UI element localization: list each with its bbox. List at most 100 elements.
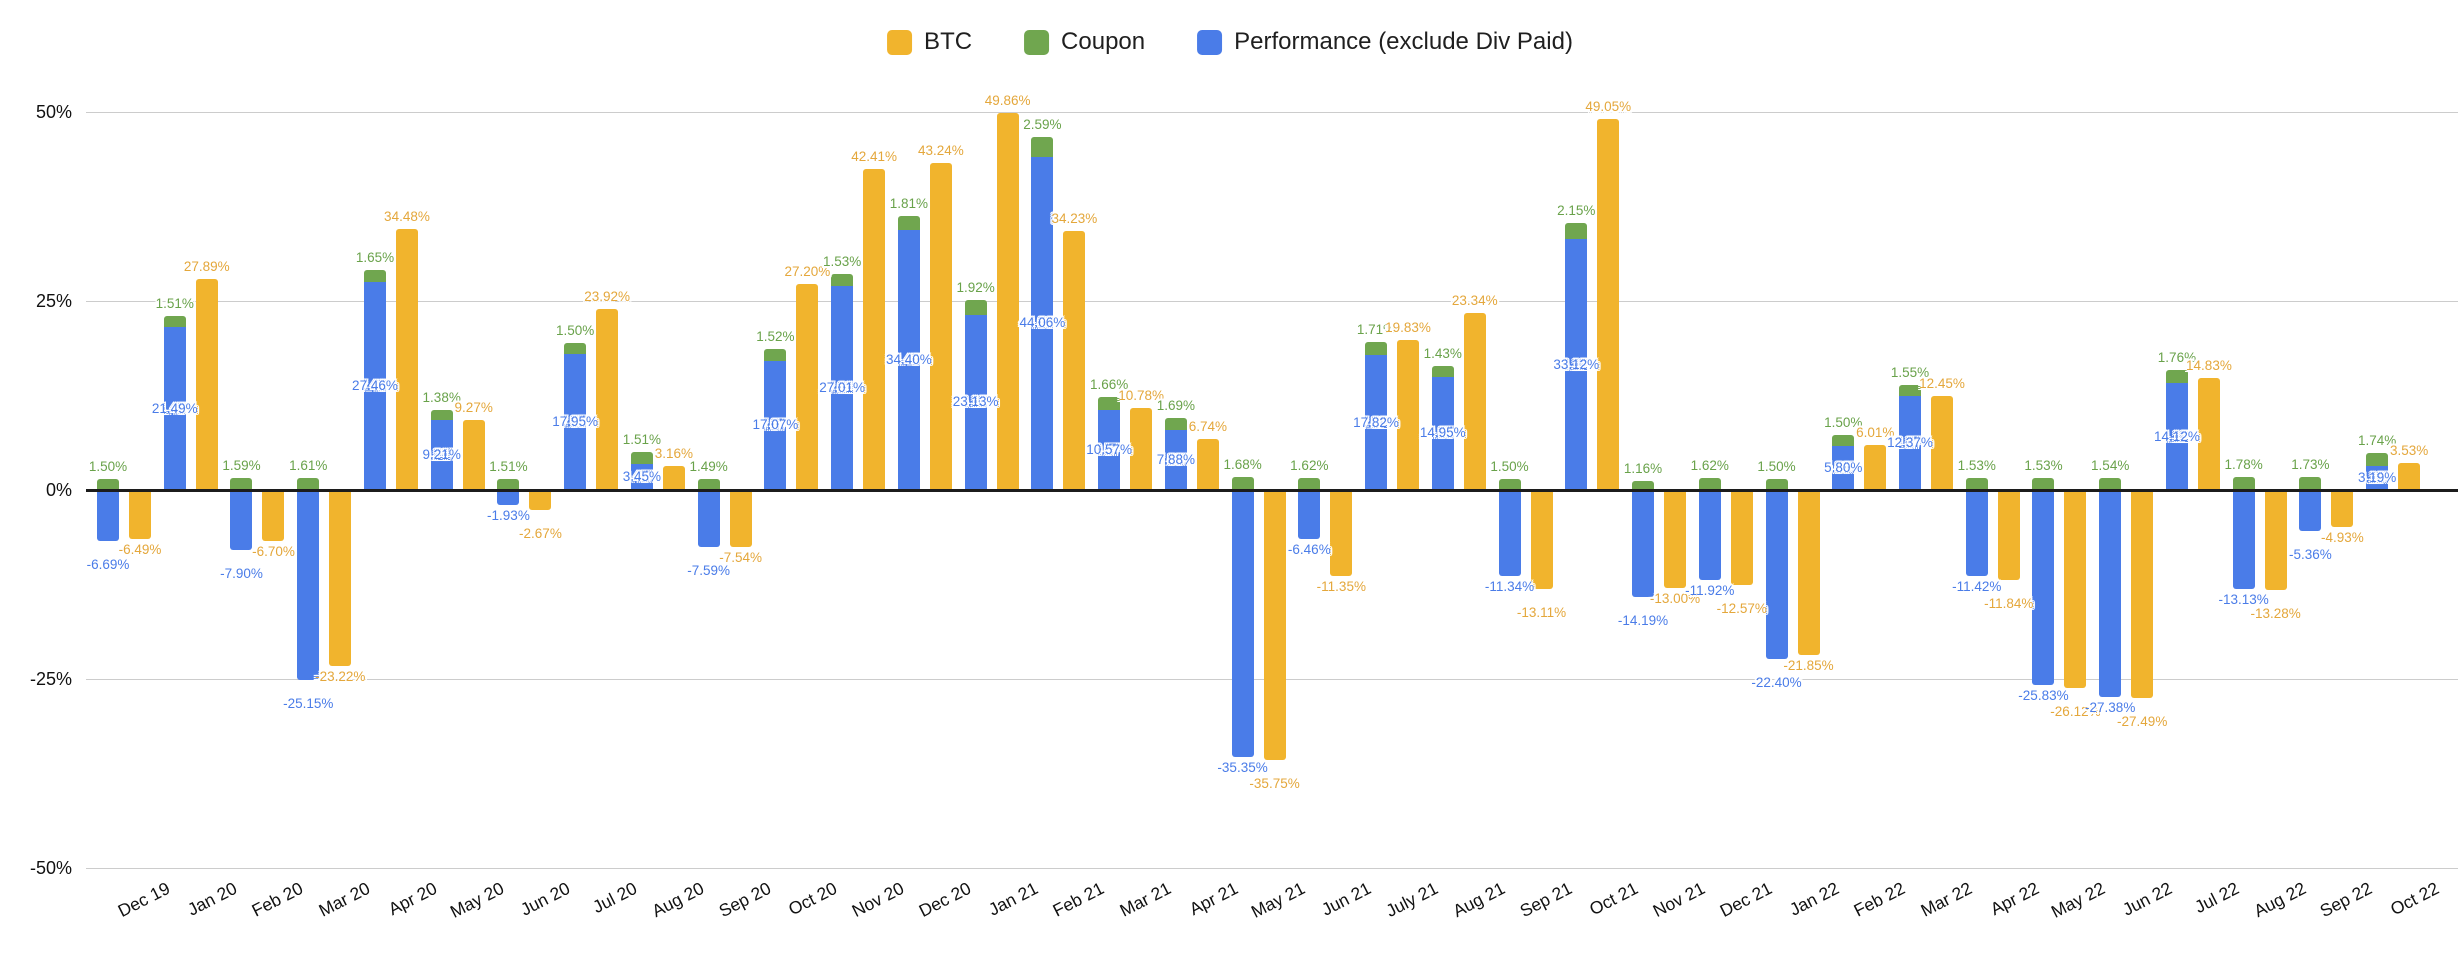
bar-performance-feb-21[interactable] xyxy=(1031,156,1054,490)
bar-coupon-july-21[interactable] xyxy=(1365,342,1388,356)
bar-performance-dec-21[interactable] xyxy=(1698,490,1721,581)
bar-coupon-jan-22[interactable] xyxy=(1765,478,1788,490)
bar-btc-nov-20[interactable] xyxy=(863,169,886,490)
bar-performance-jan-21[interactable] xyxy=(964,314,987,490)
bar-performance-apr-21[interactable] xyxy=(1164,430,1187,490)
bar-btc-dec-20[interactable] xyxy=(929,162,952,490)
legend-item-btc[interactable]: BTC xyxy=(887,28,972,56)
bar-coupon-apr-21[interactable] xyxy=(1164,417,1187,431)
bar-coupon-jul-22[interactable] xyxy=(2165,369,2188,384)
bar-btc-mar-22[interactable] xyxy=(1930,395,1953,490)
bar-coupon-sep-20[interactable] xyxy=(697,478,720,490)
bar-btc-sep-20[interactable] xyxy=(729,490,752,548)
bar-performance-aug-21[interactable] xyxy=(1431,376,1454,490)
bar-btc-oct-22[interactable] xyxy=(2398,463,2421,490)
bar-performance-jan-22[interactable] xyxy=(1765,490,1788,660)
bar-btc-jan-21[interactable] xyxy=(996,112,1019,490)
bar-performance-oct-22[interactable] xyxy=(2366,465,2389,490)
bar-performance-mar-22[interactable] xyxy=(1898,396,1921,490)
bar-performance-apr-20[interactable] xyxy=(363,282,386,490)
bar-coupon-apr-22[interactable] xyxy=(1965,478,1988,490)
bar-btc-may-21[interactable] xyxy=(1263,490,1286,761)
bar-performance-jun-20[interactable] xyxy=(497,490,520,505)
bar-coupon-nov-20[interactable] xyxy=(831,274,854,286)
bar-performance-dec-20[interactable] xyxy=(897,229,920,490)
bar-performance-dec-19[interactable] xyxy=(97,490,119,541)
bar-performance-oct-20[interactable] xyxy=(764,360,787,490)
bar-performance-nov-20[interactable] xyxy=(831,285,854,490)
bar-coupon-jun-20[interactable] xyxy=(497,478,520,490)
bar-btc-feb-20[interactable] xyxy=(262,490,285,541)
bar-coupon-oct-21[interactable] xyxy=(1565,223,1588,240)
bar-performance-sep-20[interactable] xyxy=(697,490,720,548)
bar-btc-nov-21[interactable] xyxy=(1664,490,1687,589)
bar-coupon-jan-21[interactable] xyxy=(964,300,987,315)
bar-performance-oct-21[interactable] xyxy=(1565,239,1588,490)
bar-performance-jul-20[interactable] xyxy=(564,354,587,490)
bar-coupon-may-20[interactable] xyxy=(430,409,453,421)
bar-performance-jun-21[interactable] xyxy=(1298,490,1321,539)
bar-performance-may-22[interactable] xyxy=(2032,490,2055,686)
bar-btc-sep-21[interactable] xyxy=(1530,490,1553,590)
bar-coupon-sep-22[interactable] xyxy=(2299,476,2322,490)
bar-btc-aug-20[interactable] xyxy=(662,466,685,490)
bar-coupon-apr-20[interactable] xyxy=(363,269,386,283)
bar-performance-jun-22[interactable] xyxy=(2099,490,2122,698)
bar-btc-jul-20[interactable] xyxy=(596,309,619,490)
bar-btc-mar-21[interactable] xyxy=(1130,408,1153,490)
bar-btc-dec-21[interactable] xyxy=(1730,490,1753,586)
bar-btc-aug-21[interactable] xyxy=(1463,313,1486,490)
bar-btc-apr-22[interactable] xyxy=(1997,490,2020,580)
bar-btc-mar-20[interactable] xyxy=(329,490,352,666)
bar-coupon-jul-20[interactable] xyxy=(564,342,587,355)
bar-btc-jun-20[interactable] xyxy=(529,490,552,511)
bar-performance-mar-20[interactable] xyxy=(297,490,320,681)
bar-btc-oct-20[interactable] xyxy=(796,284,819,490)
bar-coupon-jun-22[interactable] xyxy=(2099,478,2122,490)
bar-performance-may-21[interactable] xyxy=(1231,490,1254,758)
bar-coupon-dec-21[interactable] xyxy=(1698,477,1721,490)
bar-btc-feb-22[interactable] xyxy=(1864,444,1887,490)
bar-coupon-dec-19[interactable] xyxy=(97,478,119,490)
bar-btc-dec-19[interactable] xyxy=(129,490,151,540)
bar-performance-aug-22[interactable] xyxy=(2232,490,2255,590)
bar-coupon-aug-21[interactable] xyxy=(1431,366,1454,377)
bar-coupon-aug-22[interactable] xyxy=(2232,476,2255,490)
bar-coupon-mar-21[interactable] xyxy=(1098,397,1121,410)
bar-coupon-may-21[interactable] xyxy=(1231,477,1254,490)
bar-performance-may-20[interactable] xyxy=(430,420,453,490)
bar-btc-sep-22[interactable] xyxy=(2331,490,2354,528)
legend-item-performance[interactable]: Performance (exclude Div Paid) xyxy=(1197,28,1573,56)
bar-btc-apr-20[interactable] xyxy=(395,229,418,490)
bar-performance-sep-22[interactable] xyxy=(2299,490,2322,531)
bar-coupon-dec-20[interactable] xyxy=(897,216,920,230)
bar-btc-may-22[interactable] xyxy=(2064,490,2087,688)
bar-coupon-sep-21[interactable] xyxy=(1498,478,1521,490)
bar-btc-oct-21[interactable] xyxy=(1597,118,1620,490)
bar-coupon-jun-21[interactable] xyxy=(1298,477,1321,490)
bar-btc-jul-22[interactable] xyxy=(2197,377,2220,490)
bar-performance-feb-20[interactable] xyxy=(230,490,253,550)
bar-performance-feb-22[interactable] xyxy=(1832,446,1855,490)
bar-btc-aug-22[interactable] xyxy=(2264,490,2287,591)
bar-coupon-may-22[interactable] xyxy=(2032,478,2055,490)
bar-performance-jan-20[interactable] xyxy=(163,327,186,490)
bar-btc-jan-22[interactable] xyxy=(1797,490,1820,656)
bar-btc-jan-20[interactable] xyxy=(195,278,218,490)
bar-coupon-oct-22[interactable] xyxy=(2366,452,2389,466)
bar-btc-feb-21[interactable] xyxy=(1063,231,1086,490)
bar-coupon-oct-20[interactable] xyxy=(764,349,787,361)
bar-performance-nov-21[interactable] xyxy=(1632,490,1655,598)
bar-performance-july-21[interactable] xyxy=(1365,355,1388,490)
bar-coupon-nov-21[interactable] xyxy=(1632,481,1655,490)
bar-btc-apr-21[interactable] xyxy=(1196,439,1219,490)
legend-item-coupon[interactable]: Coupon xyxy=(1024,28,1145,56)
bar-coupon-feb-20[interactable] xyxy=(230,477,253,490)
bar-coupon-mar-22[interactable] xyxy=(1898,384,1921,397)
bar-coupon-aug-20[interactable] xyxy=(630,452,653,464)
bar-performance-apr-22[interactable] xyxy=(1965,490,1988,577)
bar-performance-jul-22[interactable] xyxy=(2165,383,2188,490)
bar-btc-jun-22[interactable] xyxy=(2131,490,2154,698)
bar-coupon-feb-22[interactable] xyxy=(1832,434,1855,447)
bar-coupon-jan-20[interactable] xyxy=(163,315,186,328)
